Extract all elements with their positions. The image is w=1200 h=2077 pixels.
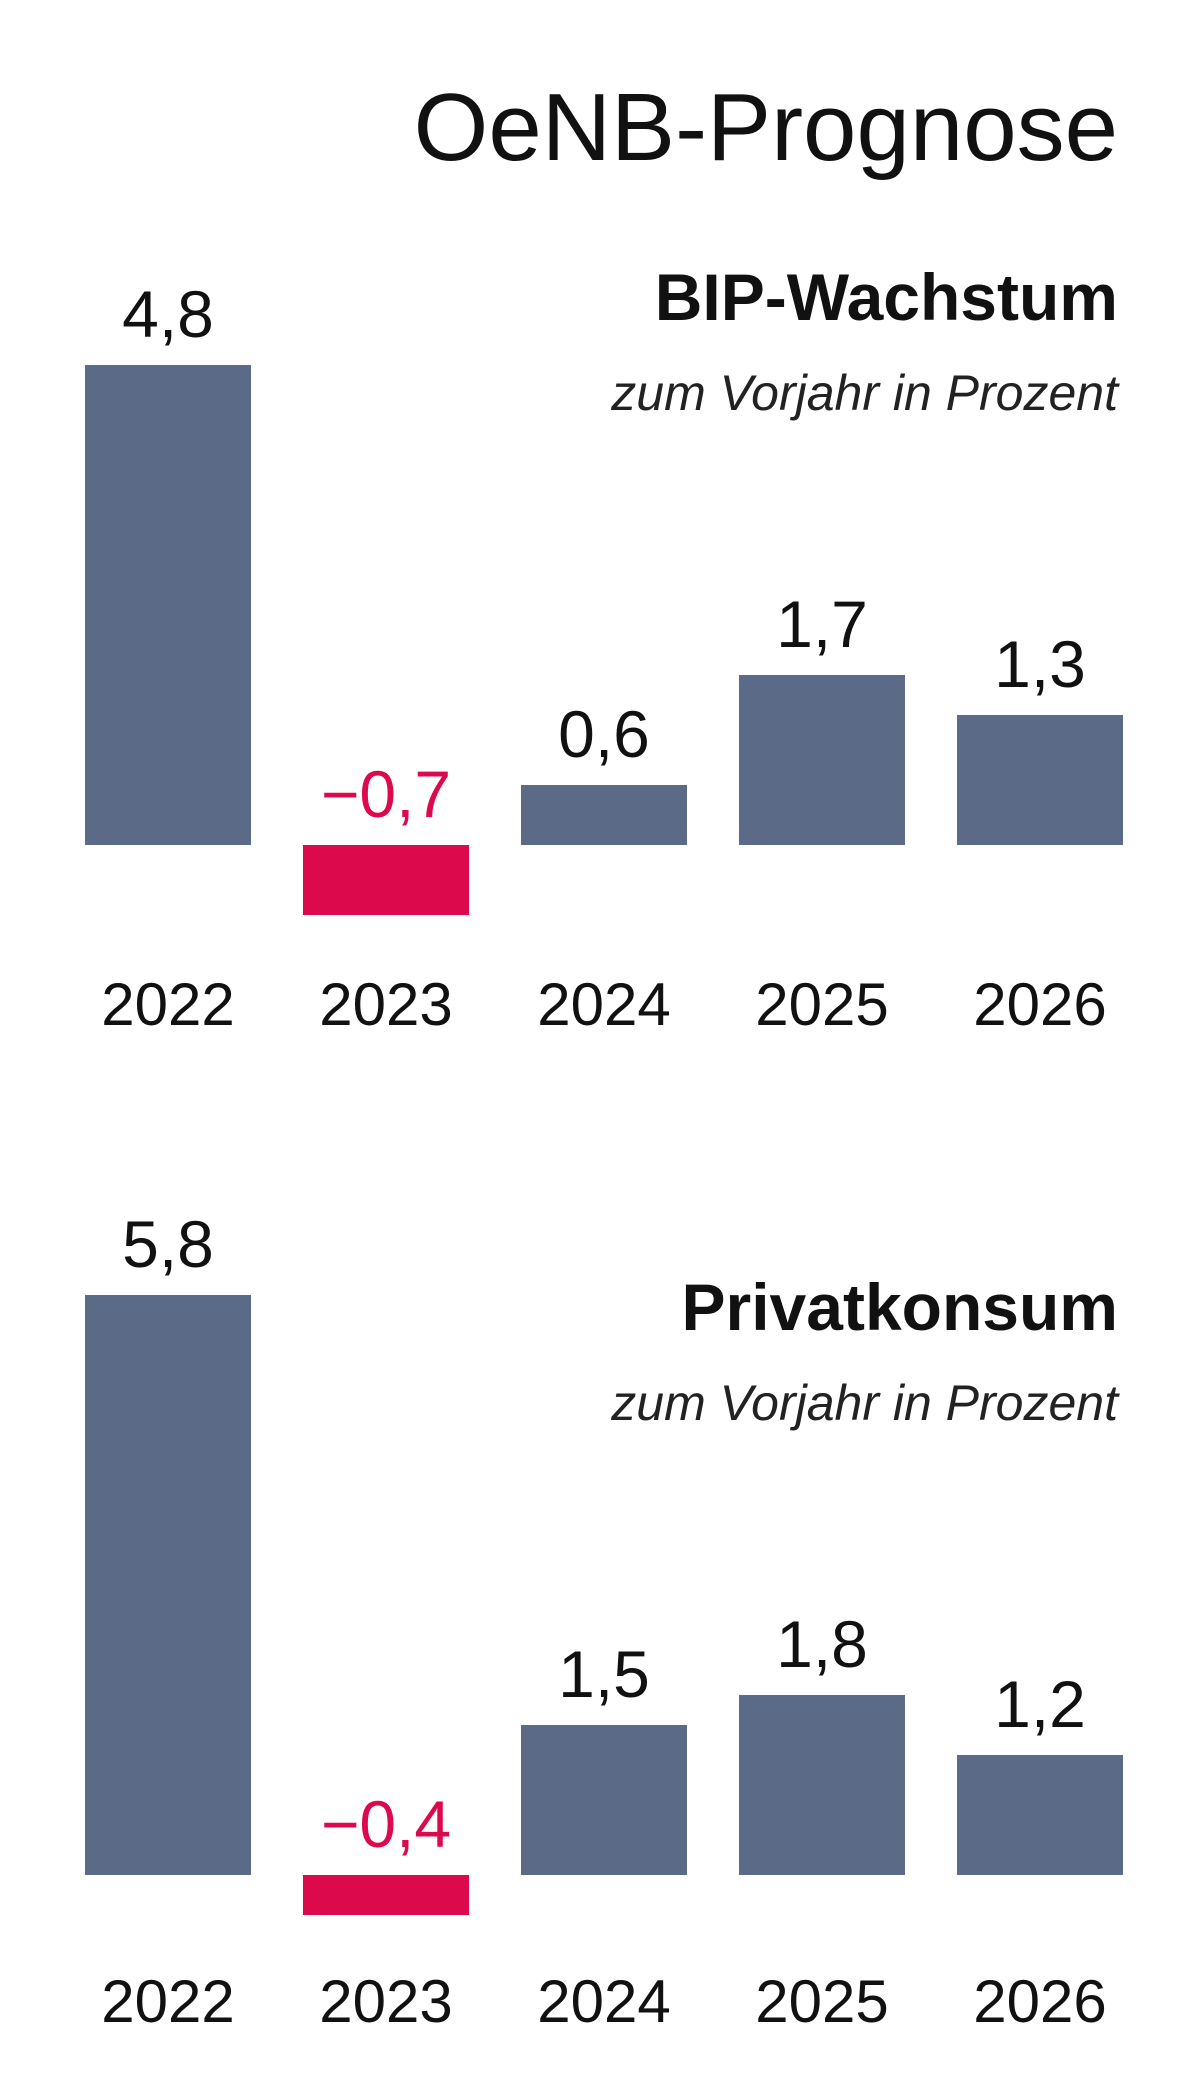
bar-2023 bbox=[303, 1875, 469, 1915]
value-label-2023: −0,4 bbox=[321, 1787, 451, 1861]
bar-2023 bbox=[303, 845, 469, 915]
value-label-2024: 1,5 bbox=[558, 1637, 650, 1711]
value-label-2024: 0,6 bbox=[558, 697, 650, 771]
bar-2026 bbox=[957, 715, 1123, 845]
panel-title: Privatkonsum bbox=[682, 1270, 1118, 1344]
x-tick-label-2026: 2026 bbox=[973, 971, 1106, 1038]
x-tick-label-2024: 2024 bbox=[537, 1968, 670, 2035]
value-label-2023: −0,7 bbox=[321, 757, 451, 831]
bip-wachstum-panel: BIP-Wachstum zum Vorjahr in Prozent 4,8 −… bbox=[85, 260, 1123, 1038]
value-labels: 4,8 −0,7 0,6 1,7 1,3 bbox=[122, 277, 1086, 831]
value-label-2025: 1,7 bbox=[776, 587, 868, 661]
value-label-2025: 1,8 bbox=[776, 1607, 868, 1681]
panel-subtitle: zum Vorjahr in Prozent bbox=[610, 1375, 1120, 1431]
x-tick-label-2023: 2023 bbox=[319, 971, 452, 1038]
x-tick-label-2024: 2024 bbox=[537, 971, 670, 1038]
bar-2026 bbox=[957, 1755, 1123, 1875]
main-title: OeNB-Prognose bbox=[414, 74, 1118, 181]
bar-2024 bbox=[521, 1725, 687, 1875]
tick-labels: 2022 2023 2024 2025 2026 bbox=[101, 971, 1106, 1038]
x-tick-label-2022: 2022 bbox=[101, 1968, 234, 2035]
bars bbox=[85, 365, 1123, 915]
x-tick-label-2022: 2022 bbox=[101, 971, 234, 1038]
privatkonsum-panel: Privatkonsum zum Vorjahr in Prozent 5,8 −… bbox=[85, 1207, 1123, 2035]
bar-2024 bbox=[521, 785, 687, 845]
bar-2025 bbox=[739, 675, 905, 845]
value-label-2022: 4,8 bbox=[122, 277, 214, 351]
value-label-2026: 1,2 bbox=[994, 1667, 1086, 1741]
x-tick-label-2023: 2023 bbox=[319, 1968, 452, 2035]
bar-2022 bbox=[85, 1295, 251, 1875]
value-label-2022: 5,8 bbox=[122, 1207, 214, 1281]
x-tick-label-2026: 2026 bbox=[973, 1968, 1106, 2035]
x-tick-label-2025: 2025 bbox=[755, 1968, 888, 2035]
bars bbox=[85, 1295, 1123, 1915]
bar-2022 bbox=[85, 365, 251, 845]
value-labels: 5,8 −0,4 1,5 1,8 1,2 bbox=[122, 1207, 1086, 1861]
panel-title: BIP-Wachstum bbox=[655, 260, 1118, 334]
bar-2025 bbox=[739, 1695, 905, 1875]
x-tick-label-2025: 2025 bbox=[755, 971, 888, 1038]
value-label-2026: 1,3 bbox=[994, 627, 1086, 701]
panel-subtitle: zum Vorjahr in Prozent bbox=[610, 365, 1120, 421]
tick-labels: 2022 2023 2024 2025 2026 bbox=[101, 1968, 1106, 2035]
